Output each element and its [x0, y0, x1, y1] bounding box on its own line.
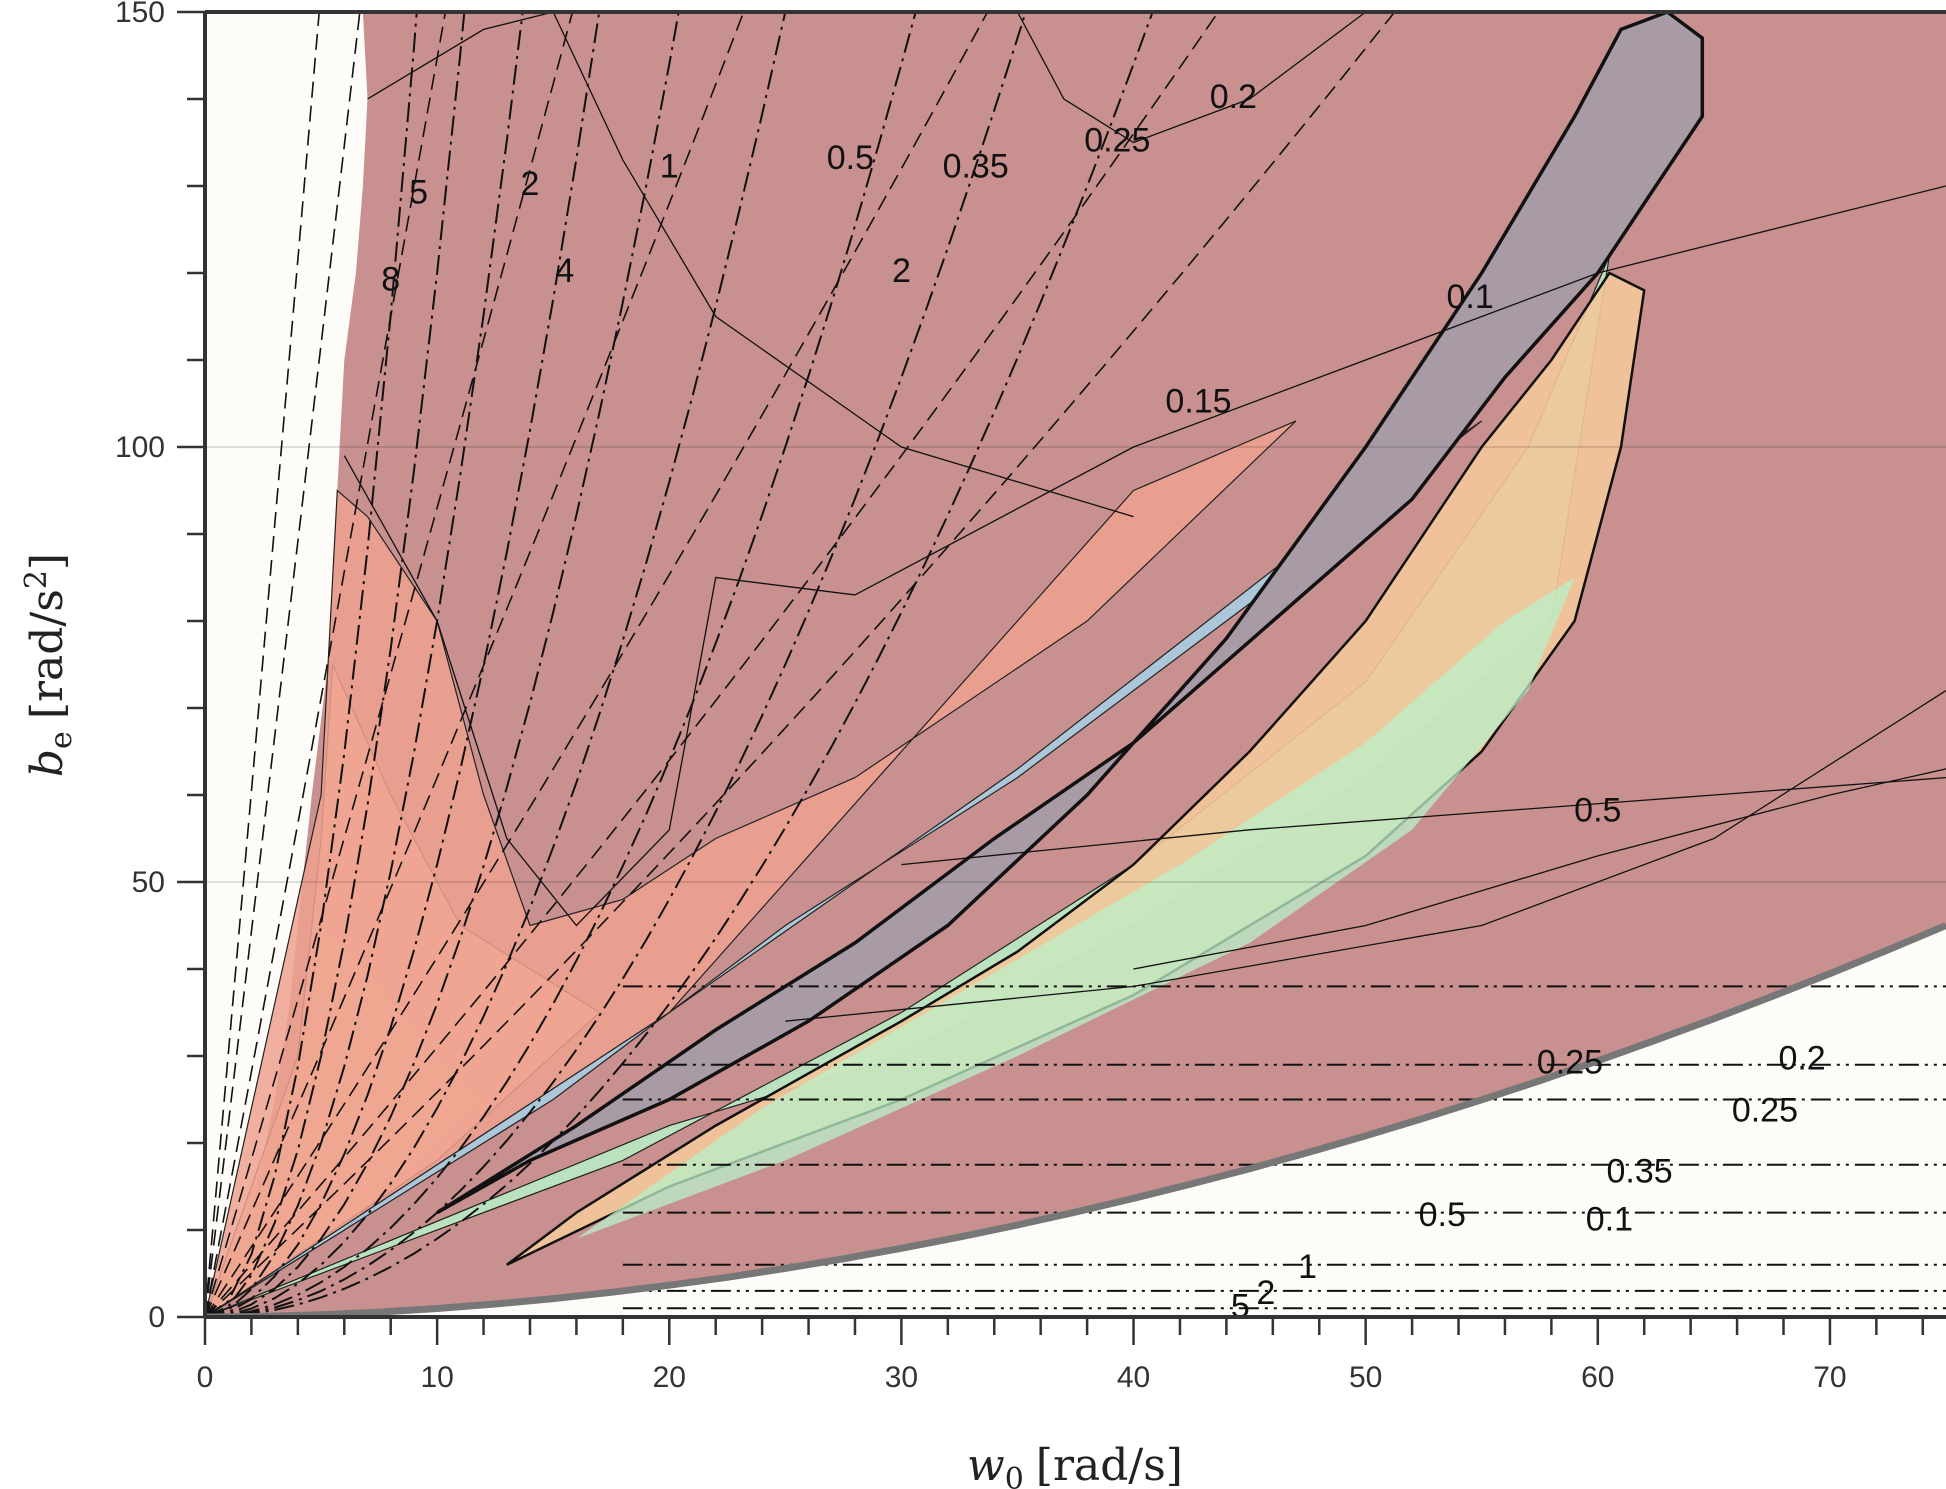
contour-label: 0.5 — [827, 139, 874, 177]
y-axis: 0 50 100 150 — [115, 0, 205, 1334]
contour-label: 0.2 — [1778, 1039, 1825, 1077]
contour-label: 1 — [1298, 1248, 1317, 1286]
contour-label: 0.15 — [1165, 382, 1231, 420]
contour-label: 0.25 — [1537, 1044, 1603, 1082]
contour-label: 0.1 — [1586, 1200, 1633, 1238]
contour-label: 0.5 — [1574, 791, 1621, 829]
contour-label: 0.25 — [1732, 1092, 1798, 1130]
contour-label: 5 — [409, 174, 428, 212]
stable-core — [436, 12, 1705, 1215]
contour-label: 0.35 — [943, 148, 1009, 186]
contour-label: 2 — [521, 165, 540, 203]
contour-label: 0.25 — [1084, 121, 1150, 159]
contour-label: 0.35 — [1606, 1152, 1672, 1190]
dashed-ray-2 — [205, 12, 1220, 1317]
contour-label: 2 — [892, 252, 911, 290]
plot-frame — [203, 10, 1946, 1319]
dashdot-curve-3 — [205, 12, 917, 1317]
dashdot-curve-2 — [205, 12, 1027, 1317]
contour-labels: 85 241 0.520.350.250.20.150.10.50.25 0.20.2… — [381, 78, 1825, 1325]
dashed-ray-5 — [205, 12, 574, 1317]
contour-label: 0.2 — [1210, 78, 1257, 116]
y-tick-label: 150 — [115, 0, 165, 29]
y-axis-label: be[rad/s2] — [19, 553, 79, 777]
contour-line-1 — [343, 185, 1946, 927]
contour-label: 4 — [555, 252, 574, 290]
contour-label: 8 — [381, 261, 400, 299]
contour-line-3 — [1016, 12, 1367, 144]
x-axis-label: w0 [rad/s] — [967, 1440, 1183, 1489]
dashed-ray-3 — [205, 12, 989, 1317]
contour-band-4 — [205, 420, 1297, 1317]
y-tick-label: 50 — [132, 866, 165, 899]
contour-lobe-inner — [576, 577, 1575, 1239]
y-tick-label: 0 — [148, 1301, 165, 1334]
contour-line-2 — [367, 12, 1134, 518]
region-boundary — [205, 922, 1946, 1317]
x-tick-label: 10 — [420, 1361, 453, 1394]
plot-area — [205, 12, 1946, 1317]
x-tick-label: 40 — [1117, 1361, 1150, 1394]
x-axis: 0 10 20 30 40 50 60 70 — [197, 1317, 1925, 1394]
contour-label: 1 — [660, 148, 679, 186]
contour-line-6 — [785, 690, 1946, 1022]
x-tick-label: 60 — [1581, 1361, 1614, 1394]
contour-label: 5 — [1231, 1287, 1250, 1325]
x-tick-label: 50 — [1349, 1361, 1382, 1394]
contour-line-5 — [1133, 768, 1946, 970]
dashdot-curve-4 — [205, 12, 787, 1317]
contour-label: 0.5 — [1419, 1196, 1466, 1234]
grid-lines — [205, 446, 1946, 883]
contour-label: 0.1 — [1446, 278, 1493, 316]
dashdot-curve-1 — [205, 12, 1154, 1317]
y-tick-label: 100 — [115, 431, 165, 464]
x-tick-label: 20 — [653, 1361, 686, 1394]
contour-label: 2 — [1256, 1274, 1275, 1312]
x-tick-label: 30 — [885, 1361, 918, 1394]
x-tick-label: 70 — [1813, 1361, 1846, 1394]
x-tick-label: 0 — [197, 1361, 214, 1394]
